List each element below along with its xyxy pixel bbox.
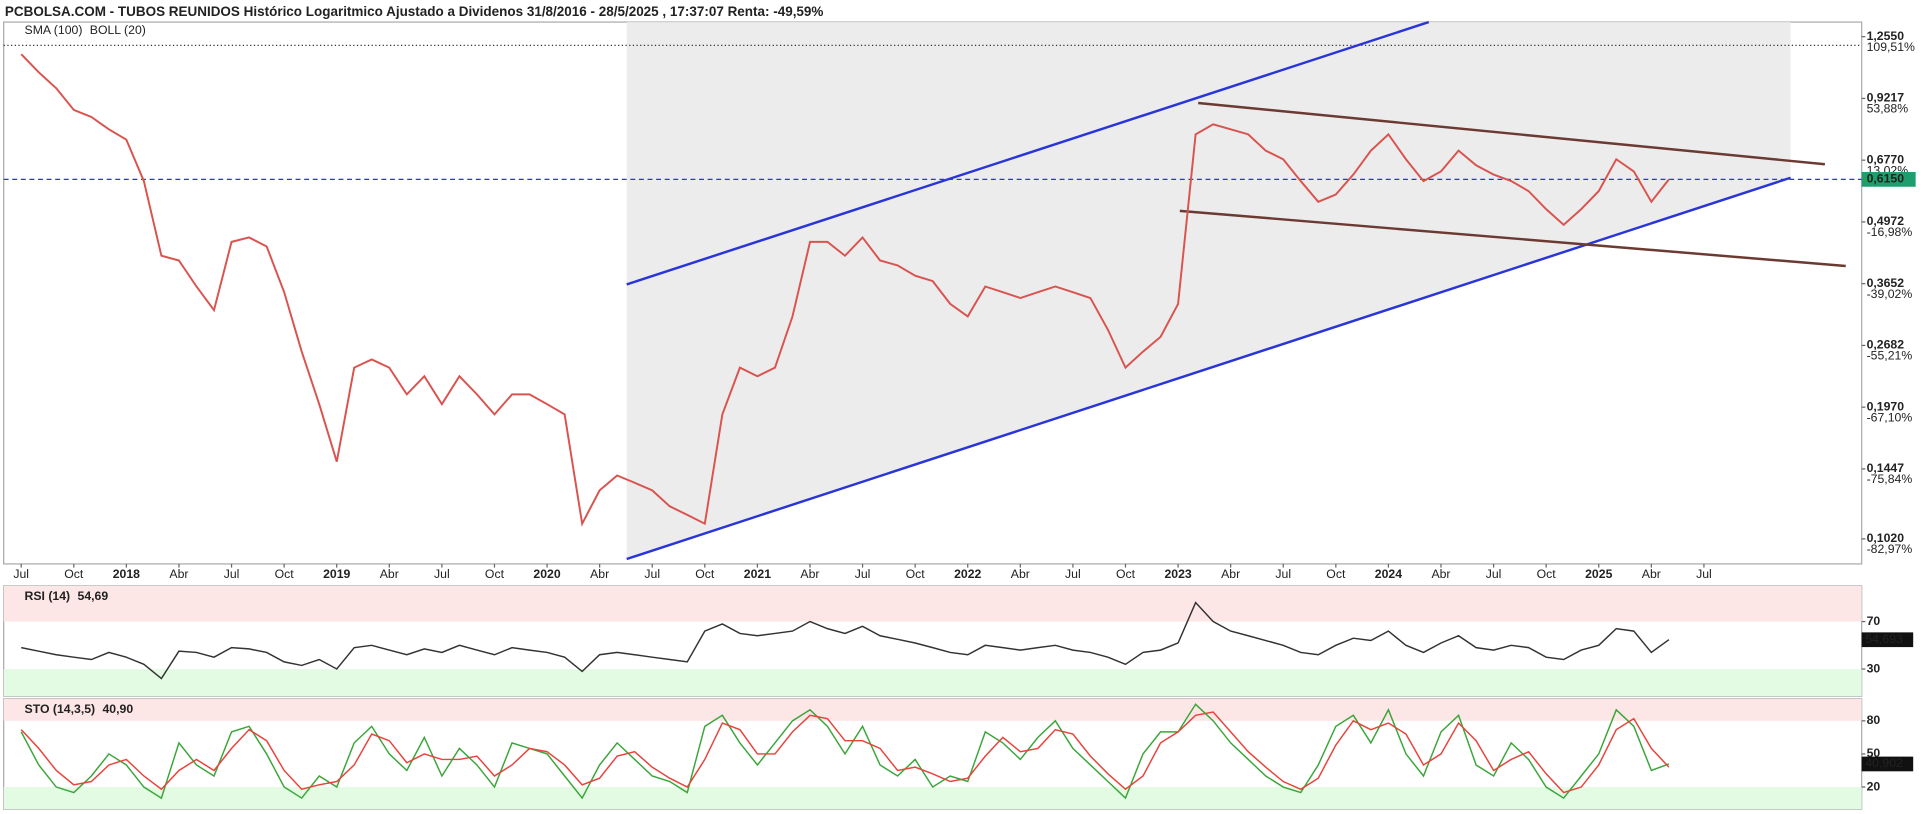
x-tick-label: 2018	[113, 567, 140, 581]
overbought-zone	[3, 698, 1862, 721]
trend-line	[1198, 101, 1826, 166]
last-value-label: 40,902	[1865, 756, 1903, 770]
chart-title: PCBOLSA.COM - TUBOS REUNIDOS Histórico L…	[5, 4, 824, 19]
channel-area	[626, 22, 1791, 560]
x-tick-label: Jul	[1275, 567, 1291, 581]
x-tick-label: Jul	[1696, 567, 1712, 581]
series-line	[21, 601, 1670, 680]
series-line	[20, 53, 1670, 527]
x-tick-label: Jul	[224, 567, 240, 581]
indicator-value: 54,69	[78, 589, 109, 603]
last-price-box	[1861, 172, 1916, 187]
y-tick-label: 80	[1867, 713, 1881, 727]
x-tick-label: Jul	[1486, 567, 1502, 581]
x-tick-label: Jul	[644, 567, 660, 581]
series-line	[20, 703, 1670, 800]
x-tick-label: Oct	[1116, 567, 1136, 581]
y-tick-change: -39,02%	[1867, 287, 1913, 301]
y-tick-change: -75,84%	[1867, 472, 1913, 486]
series-line	[20, 711, 1670, 794]
x-tick-label: 2022	[954, 567, 981, 581]
y-tick-label: 0,1970	[1867, 399, 1905, 413]
x-tick-label: Abr	[380, 567, 399, 581]
overbought-zone	[3, 585, 1862, 622]
x-tick-label: Oct	[906, 567, 926, 581]
x-tick-label: 2023	[1164, 567, 1191, 581]
x-tick-label: Jul	[1065, 567, 1081, 581]
x-tick-label: Jul	[855, 567, 871, 581]
x-tick-label: Abr	[800, 567, 819, 581]
x-tick-label: Abr	[169, 567, 188, 581]
x-tick-label: Abr	[1431, 567, 1450, 581]
x-tick-label: 2021	[744, 567, 771, 581]
indicator-label: SMA (100)	[25, 23, 83, 37]
x-tick-label: 2025	[1585, 567, 1612, 581]
x-tick-label: 2024	[1375, 567, 1402, 581]
y-tick-label: 0,3652	[1867, 276, 1905, 290]
y-tick-label: 0,1447	[1867, 461, 1905, 475]
y-tick-label: 20	[1867, 779, 1881, 793]
y-tick-change: 109,51%	[1867, 40, 1915, 54]
indicator-label: BOLL (20)	[90, 23, 146, 37]
indicator-title: RSI (14)	[25, 589, 71, 603]
x-tick-label: Abr	[1221, 567, 1240, 581]
y-tick-change: -67,10%	[1867, 410, 1913, 424]
y-tick-label: 0,6770	[1867, 152, 1905, 166]
x-tick-label: Jul	[13, 567, 29, 581]
x-tick-label: Abr	[1011, 567, 1030, 581]
indicator-value: 40,90	[102, 702, 133, 716]
x-tick-label: Oct	[275, 567, 295, 581]
x-tick-label: Jul	[434, 567, 450, 581]
y-tick-label: 70	[1867, 614, 1881, 628]
oversold-zone	[3, 787, 1862, 810]
y-tick-change: -82,97%	[1867, 542, 1913, 556]
indicator-title: STO (14,3,5)	[25, 702, 96, 716]
y-tick-label: 0,1020	[1867, 531, 1905, 545]
trend-line	[626, 20, 1430, 286]
x-tick-label: Oct	[485, 567, 505, 581]
y-tick-label: 0,9217	[1867, 91, 1905, 105]
x-tick-label: Oct	[1537, 567, 1557, 581]
oversold-zone	[3, 669, 1862, 697]
last-value-box	[1861, 756, 1914, 772]
y-tick-label: 0,2682	[1867, 338, 1905, 352]
x-tick-label: 2020	[533, 567, 560, 581]
y-tick-change: 53,88%	[1867, 102, 1909, 116]
x-tick-label: Abr	[590, 567, 609, 581]
y-tick-label: 30	[1867, 661, 1881, 675]
trend-line	[1179, 209, 1846, 268]
x-tick-label: 2019	[323, 567, 350, 581]
x-tick-label: Oct	[695, 567, 715, 581]
last-value-label: 54,693	[1865, 632, 1903, 646]
x-tick-label: Oct	[64, 567, 84, 581]
y-tick-label: 0,4972	[1867, 214, 1905, 228]
y-tick-label: 1,2550	[1867, 29, 1905, 43]
y-tick-change: -16,98%	[1867, 225, 1913, 239]
trend-line	[626, 176, 1791, 561]
x-tick-label: Abr	[1642, 567, 1661, 581]
last-price-label: 0,6150	[1867, 172, 1905, 186]
last-value-box	[1861, 632, 1914, 648]
y-tick-change: -55,21%	[1867, 349, 1913, 363]
x-tick-label: Oct	[1326, 567, 1346, 581]
